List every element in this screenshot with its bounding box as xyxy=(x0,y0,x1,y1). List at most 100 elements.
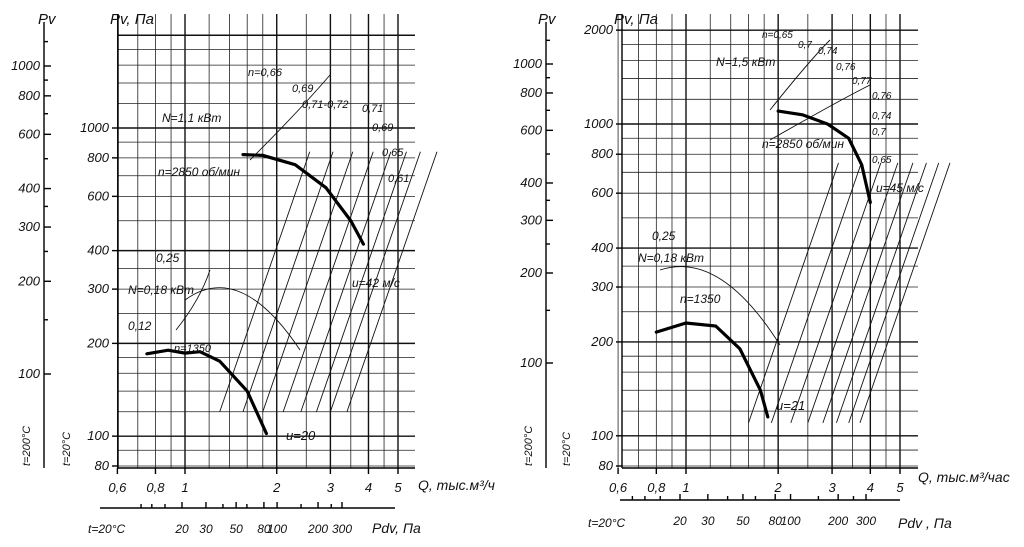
right-y-axis-title: Pv, Па xyxy=(614,11,658,28)
left-y-axis-title: Pv, Па xyxy=(110,11,154,28)
dyn-scale-tick-label: 200 xyxy=(307,522,328,536)
efficiency-ray xyxy=(219,151,311,412)
dyn-scale-tick-label: 20 xyxy=(174,522,189,536)
x-tick-label: 0,6 xyxy=(108,480,127,495)
dyn-scale-tick-label: 100 xyxy=(781,514,801,528)
efficiency-ray xyxy=(748,162,839,424)
pv-scale-tick-label: 800 xyxy=(18,88,40,103)
left-speed-high-label: n=2850 об/мин xyxy=(158,165,240,179)
y-tick-label: 800 xyxy=(87,150,109,165)
x-tick-label: 1 xyxy=(181,480,188,495)
left-eff-label-6: 0,61 xyxy=(388,173,409,185)
efficiency-ray xyxy=(822,162,914,424)
right-speed-high-label: n=2850 об/мин xyxy=(762,137,844,151)
left-velocity-low-label: u=20 xyxy=(286,428,316,443)
pv-scale-tick-label: 200 xyxy=(17,273,40,288)
y-tick-label: 300 xyxy=(87,281,109,296)
right-speed-low-label: n=1350 xyxy=(680,292,721,306)
dyn-scale-tick-label: 50 xyxy=(736,514,750,528)
y-tick-label: 2000 xyxy=(583,22,614,37)
pv-scale-tick-label: 1000 xyxy=(11,58,41,73)
iso-efficiency-arc xyxy=(769,39,831,111)
x-tick-label: 0,8 xyxy=(647,480,666,495)
x-tick-label: 2 xyxy=(272,480,281,495)
left-pv-scale-ticks: 1000 800 600 400 300 200 100 xyxy=(11,40,51,381)
pv-scale-tick-label: 100 xyxy=(18,366,40,381)
right-eff-label-8: 0,65 xyxy=(872,155,892,166)
right-chart: 1000 800 600 400 300 200 100 Pv t=200°C t=20°C… xyxy=(513,11,1010,531)
efficiency-ray xyxy=(848,162,940,424)
efficiency-ray xyxy=(859,162,951,424)
y-tick-label: 800 xyxy=(591,146,613,161)
x-tick-label: 0,6 xyxy=(609,480,628,495)
iso-efficiency-arc xyxy=(249,74,331,161)
efficiency-ray xyxy=(242,151,334,412)
left-temp-bottom-label: t=20°C xyxy=(88,522,125,536)
y-tick-label: 400 xyxy=(591,240,613,255)
right-eff-label-0: n=0,65 xyxy=(762,30,793,41)
y-tick-label: 1000 xyxy=(584,116,614,131)
y-tick-label: 200 xyxy=(86,335,109,350)
y-tick-label: 100 xyxy=(591,428,613,443)
efficiency-ray xyxy=(346,151,438,412)
left-temp-cold-label: t=20°C xyxy=(61,432,73,466)
left-chart: 1000 800 600 400 300 200 100 Pv t=200°C t=20°C… xyxy=(11,11,495,536)
pv-scale-tick-label: 300 xyxy=(18,219,40,234)
pv-scale-tick-label: 400 xyxy=(520,175,542,190)
left-pv-scale-title: Pv xyxy=(38,11,57,28)
dyn-scale-tick-label: 300 xyxy=(856,514,876,528)
efficiency-ray xyxy=(836,162,927,424)
right-eff-label-1: 0,7 xyxy=(798,40,812,51)
right-temp-hot-label: t=200°C xyxy=(523,426,535,466)
right-pv-scale-title: Pv xyxy=(538,11,557,28)
x-tick-label: 4 xyxy=(365,480,372,495)
y-tick-label: 80 xyxy=(599,458,614,473)
right-velocity-low-label: u=21 xyxy=(776,398,805,413)
right-eff-label-5: 0,76 xyxy=(872,91,892,102)
left-eff-label-3: 0,71 xyxy=(362,103,383,115)
right-eff-label-3: 0,76 xyxy=(836,62,856,73)
x-tick-label: 5 xyxy=(896,480,904,495)
right-eff-low-label-0: 0,25 xyxy=(652,229,676,243)
right-x-tick-labels: 0,6 0,8 1 2 3 4 5 xyxy=(609,468,904,495)
efficiency-ray xyxy=(262,151,354,412)
iso-efficiency-arc xyxy=(184,287,301,351)
iso-efficiency-arc xyxy=(769,84,871,141)
left-power-high-label: N=1,1 кВт xyxy=(162,111,221,125)
pv-scale-tick-label: 1000 xyxy=(513,56,543,71)
pv-scale-tick-label: 600 xyxy=(520,122,542,137)
right-y-tick-labels: 2000 1000 800 600 400 300 200 100 80 xyxy=(583,22,622,473)
right-efficiency-labels: n=0,65 0,7 0,74 0,76 0,77 0,76 0,74 0,7 … xyxy=(652,30,892,243)
left-eff-label-0: n=0,66 xyxy=(248,67,283,79)
dyn-scale-tick-label: 80 xyxy=(769,514,783,528)
x-tick-label: 2 xyxy=(774,480,783,495)
dyn-scale-tick-label: 200 xyxy=(827,514,848,528)
left-efficiency-labels: n=0,66 0,69 0,71-0,72 0,71 0,69 0,65 0,6… xyxy=(128,67,409,333)
curve-low-speed xyxy=(654,321,770,419)
y-tick-label: 300 xyxy=(591,279,613,294)
right-eff-label-2: 0,74 xyxy=(818,46,838,57)
pv-scale-tick-label: 300 xyxy=(520,212,542,227)
x-tick-label: 0,8 xyxy=(146,480,165,495)
pv-scale-tick-label: 600 xyxy=(18,126,40,141)
left-curves xyxy=(145,153,365,436)
left-x-axis-title: Q, тыс.м³/ч xyxy=(418,477,495,493)
left-y-tick-labels: 1000 800 600 400 300 200 100 80 xyxy=(80,120,118,473)
dyn-scale-tick-label: 30 xyxy=(701,514,715,528)
efficiency-ray xyxy=(300,151,392,412)
y-tick-label: 80 xyxy=(95,458,110,473)
right-x-axis-title: Q, тыс.м³/час xyxy=(918,469,1010,485)
curve-low-speed xyxy=(145,348,268,436)
iso-efficiency-arc xyxy=(175,269,211,331)
left-eff-label-2: 0,71-0,72 xyxy=(302,99,348,111)
right-power-low-label: N=0,18 кВт xyxy=(638,251,704,265)
x-tick-label: 5 xyxy=(394,480,402,495)
right-eff-label-6: 0,74 xyxy=(872,111,892,122)
dyn-scale-tick-label: 50 xyxy=(229,522,243,536)
left-efficiency-rays xyxy=(175,74,438,412)
right-temp-cold-label: t=20°C xyxy=(561,432,573,466)
right-curves xyxy=(654,109,872,419)
right-pv-scale-ticks: 1000 800 600 400 300 200 100 xyxy=(513,39,553,370)
efficiency-ray xyxy=(807,162,899,424)
